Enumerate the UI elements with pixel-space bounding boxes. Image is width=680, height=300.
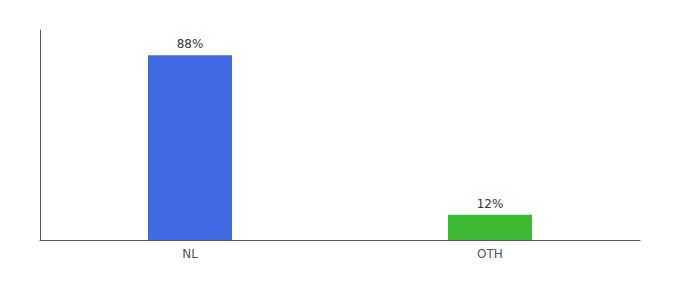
- svg-text:12%: 12%: [477, 197, 504, 211]
- svg-text:NL: NL: [182, 247, 198, 261]
- svg-text:OTH: OTH: [477, 247, 503, 261]
- svg-text:88%: 88%: [177, 37, 204, 51]
